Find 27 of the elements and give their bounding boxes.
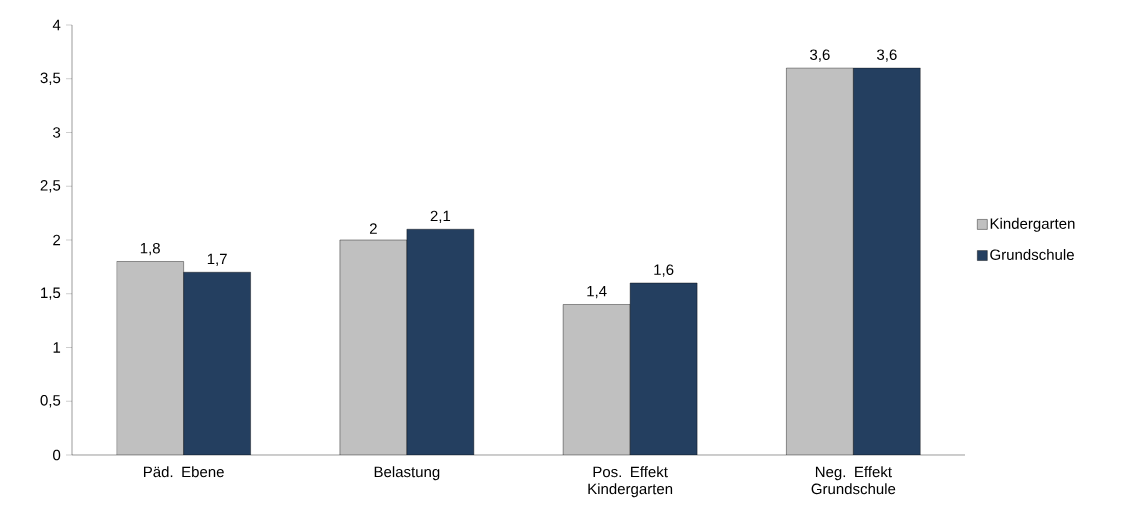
legend-label: Grundschule <box>990 248 1074 260</box>
y-tick-label: 3 <box>53 127 61 138</box>
bar <box>630 282 698 455</box>
data-label: 1,6 <box>654 264 674 277</box>
y-tick-label: 0,5 <box>40 395 61 408</box>
y-tick-label: 2,5 <box>40 180 61 193</box>
data-label: 1,4 <box>587 286 607 299</box>
data-label: 2 <box>369 223 377 234</box>
x-tick-label: Belastung <box>374 466 440 481</box>
y-tick-label: 1 <box>53 342 61 353</box>
x-tick-label: Päd. Ebene <box>143 466 224 478</box>
data-label: 3,6 <box>877 49 897 62</box>
bar <box>853 67 921 455</box>
x-tick-label: Pos. Effekt Kindergarten <box>588 466 673 498</box>
y-tick-label: 1,5 <box>41 287 61 300</box>
y-tick-label: 3,5 <box>40 72 61 85</box>
data-label: 1,7 <box>207 253 227 267</box>
x-tick-label: Neg. Effekt Grundschule <box>811 466 896 495</box>
y-tick-label: 0 <box>53 449 61 461</box>
bar <box>183 272 251 455</box>
bar <box>406 229 474 455</box>
y-tick-label: 2 <box>53 234 61 246</box>
data-label: 1,8 <box>140 242 160 256</box>
y-tick-label: 4 <box>52 19 61 31</box>
data-label: 2,1 <box>430 210 451 224</box>
legend-label: Kindergarten <box>990 217 1075 232</box>
data-label: 3,6 <box>810 49 830 62</box>
